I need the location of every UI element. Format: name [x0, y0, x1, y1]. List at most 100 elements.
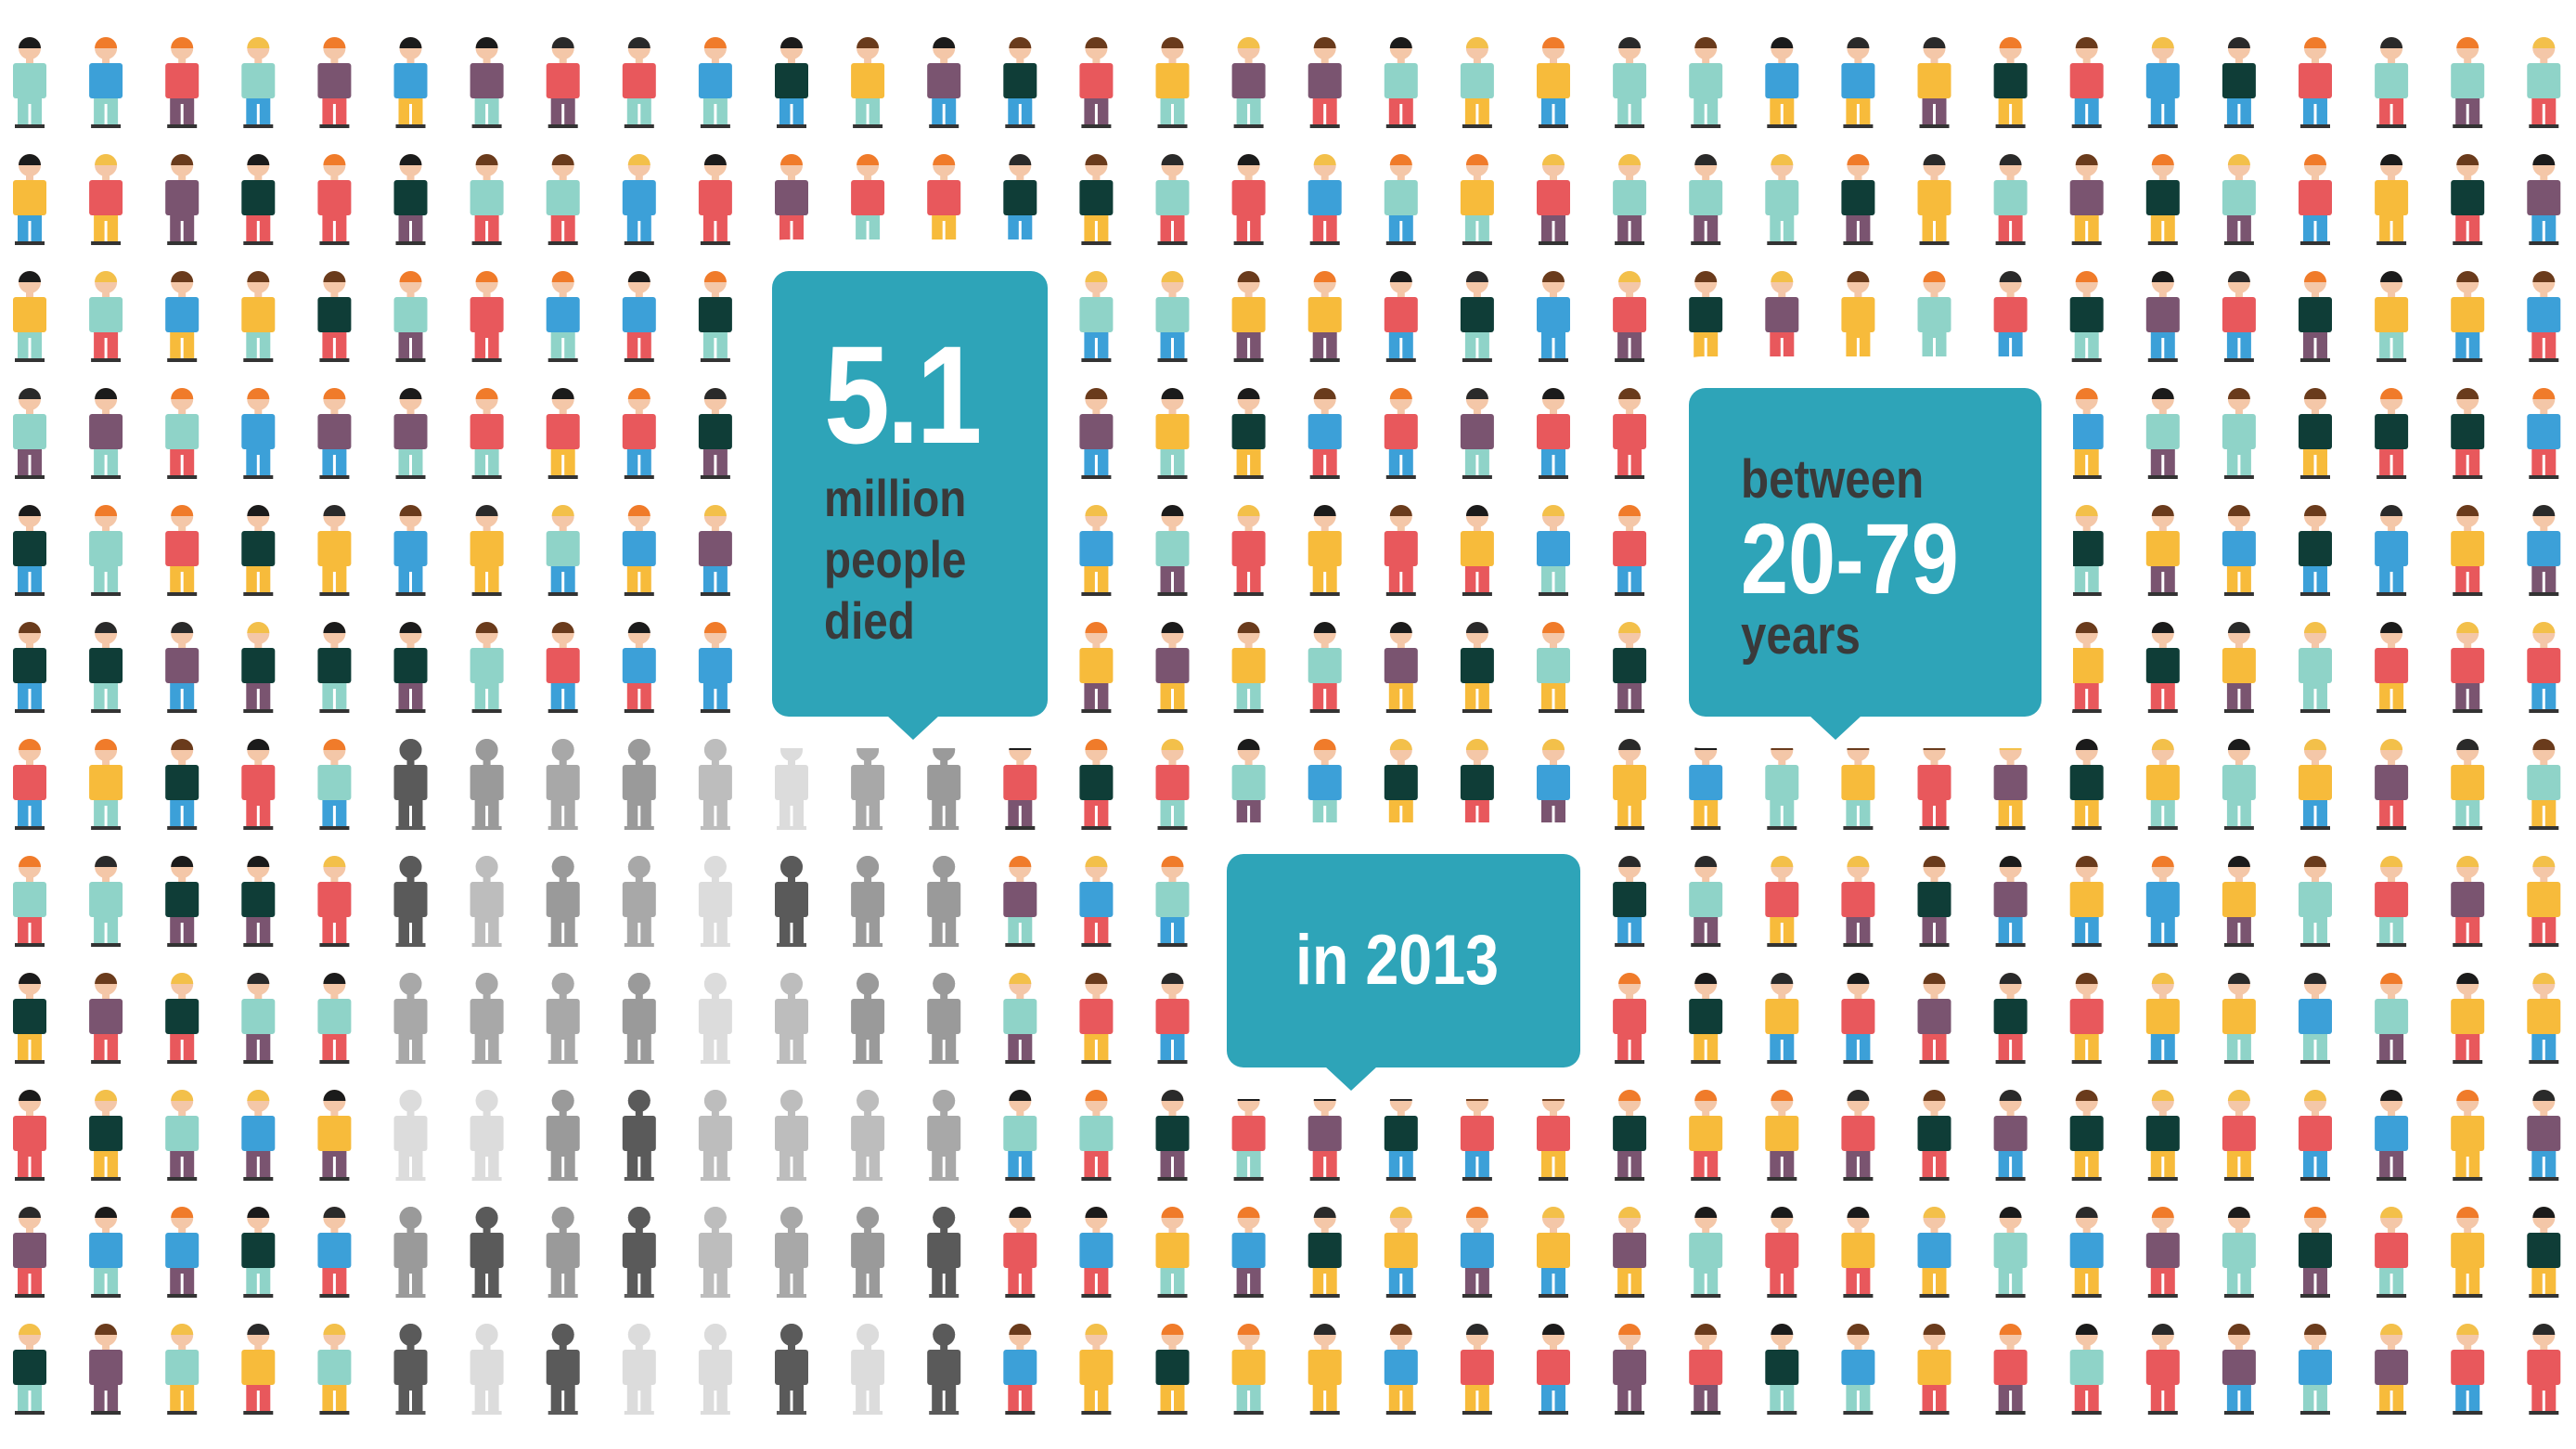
person — [927, 1207, 961, 1298]
neck — [2006, 759, 2015, 765]
neck — [483, 1110, 491, 1116]
feet — [624, 1177, 654, 1181]
feet — [91, 1060, 122, 1064]
hair — [1237, 739, 1260, 750]
feet — [1005, 1411, 1036, 1415]
neck — [1244, 291, 1253, 297]
person — [2222, 1324, 2256, 1415]
neck — [864, 1227, 872, 1233]
person — [2527, 1207, 2561, 1298]
neck — [178, 642, 187, 648]
person — [698, 388, 732, 479]
big-number: 5.1 — [824, 317, 982, 472]
shirt — [1765, 63, 1799, 98]
hair — [475, 856, 498, 867]
shirt — [89, 765, 123, 800]
hair — [703, 505, 727, 516]
person — [317, 388, 352, 479]
leg-gap — [2389, 1157, 2393, 1177]
neck — [254, 175, 263, 180]
hair — [1618, 271, 1642, 282]
shirt — [317, 1116, 352, 1151]
person — [2375, 856, 2409, 947]
hair — [399, 37, 422, 48]
neck — [1244, 1227, 1253, 1233]
hair — [2456, 973, 2479, 984]
feet — [1081, 241, 1112, 245]
neck — [2235, 993, 2243, 999]
hair — [323, 271, 346, 282]
person — [470, 271, 504, 362]
person — [546, 1090, 580, 1181]
feet — [2376, 709, 2407, 713]
neck — [1550, 759, 1557, 765]
shirt — [1003, 1116, 1037, 1151]
shirt — [241, 1116, 276, 1151]
hair — [2227, 622, 2250, 633]
feet — [1233, 826, 1264, 830]
hair — [2075, 856, 2098, 867]
leg-gap — [2313, 1040, 2317, 1060]
person — [2222, 739, 2256, 830]
feet — [1157, 358, 1188, 362]
feet — [2376, 826, 2407, 830]
shirt — [1613, 531, 1647, 566]
shirt — [1993, 1116, 2028, 1151]
neck — [864, 759, 872, 765]
feet — [2223, 241, 2254, 245]
hair — [1999, 37, 2022, 48]
person — [1613, 271, 1647, 362]
neck — [1702, 58, 1710, 63]
leg-gap — [1399, 689, 1403, 709]
person — [241, 856, 276, 947]
leg-gap — [2161, 1040, 2165, 1060]
neck — [2006, 175, 2015, 180]
person — [2451, 1207, 2485, 1298]
hair — [1085, 271, 1108, 282]
person — [1384, 271, 1418, 362]
leg-gap — [1704, 806, 1707, 826]
feet — [1539, 1177, 1568, 1181]
person — [1841, 154, 1875, 245]
person — [13, 37, 46, 128]
hair — [1389, 739, 1412, 750]
feet — [547, 1411, 578, 1415]
person — [2375, 37, 2409, 128]
person — [2375, 1324, 2409, 1415]
feet — [1919, 1294, 1950, 1298]
leg-gap — [1018, 1391, 1022, 1411]
leg-gap — [1094, 1274, 1098, 1294]
neck — [2312, 993, 2319, 999]
hair — [1237, 37, 1260, 48]
feet — [1462, 475, 1492, 479]
hair — [2456, 1324, 2479, 1335]
hair — [2227, 505, 2250, 516]
person — [1613, 1324, 1647, 1415]
person — [1841, 1324, 1875, 1415]
feet — [547, 943, 578, 947]
feet — [15, 241, 45, 245]
leg-gap — [28, 221, 32, 241]
neck — [1626, 993, 1634, 999]
shirt — [317, 1350, 352, 1385]
neck — [2235, 175, 2243, 180]
neck — [2464, 1227, 2472, 1233]
neck — [1244, 175, 1253, 180]
leg-gap — [104, 1157, 108, 1177]
hair — [399, 505, 422, 516]
person — [2527, 1324, 2561, 1415]
callout-year: in 2013 — [1227, 854, 1580, 1091]
hair — [323, 856, 346, 867]
neck — [483, 525, 491, 531]
person — [1537, 505, 1570, 596]
person — [1537, 271, 1570, 362]
neck — [102, 1344, 110, 1350]
person — [393, 1324, 428, 1415]
neck — [940, 759, 948, 765]
shirt — [1765, 999, 1799, 1034]
shirt — [775, 180, 808, 215]
person — [13, 739, 46, 830]
shirt — [1613, 297, 1647, 332]
leg-gap — [1094, 338, 1098, 358]
hair — [2075, 973, 2098, 984]
